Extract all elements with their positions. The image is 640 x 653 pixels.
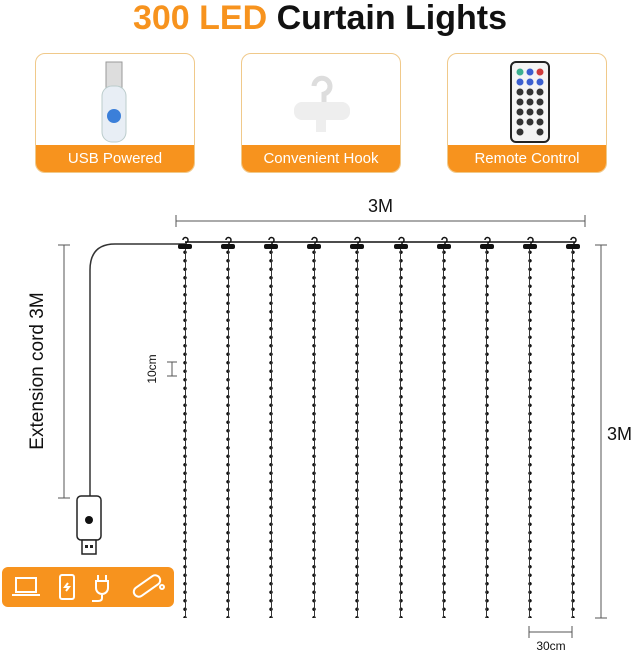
hook-icon	[294, 75, 350, 132]
feature-label: Convenient Hook	[242, 145, 400, 172]
page-title: 300 LED Curtain Lights	[132, 0, 508, 37]
power-strip-icon	[132, 574, 165, 598]
feature-card-usb: USB Powered	[35, 53, 195, 173]
usb-controller-icon	[101, 61, 127, 143]
hook-clip-icon	[349, 236, 365, 250]
hook-clip-icon	[436, 236, 452, 250]
light-strand	[226, 248, 231, 618]
light-strand	[269, 248, 274, 618]
strand-spacing-label: 30cm	[536, 639, 566, 653]
height-label: 3M	[607, 424, 633, 444]
light-strand	[355, 248, 360, 618]
bulb-spacing-label: 10cm	[145, 354, 159, 384]
remote-icon	[510, 61, 550, 143]
feature-card-hook: Convenient Hook	[241, 53, 401, 173]
light-strand	[441, 248, 446, 618]
power-bank-icon	[59, 574, 75, 600]
width-label: 3M	[367, 196, 393, 216]
light-strand	[312, 248, 317, 618]
light-strand	[570, 248, 575, 618]
hook-clip-icon	[306, 236, 322, 250]
light-strand	[183, 248, 187, 618]
laptop-icon	[12, 577, 40, 596]
hook-clip-icon	[565, 236, 581, 250]
hook-clip-icon	[479, 236, 495, 250]
feature-card-remote: Remote Control	[447, 53, 607, 173]
light-strand	[398, 248, 403, 618]
feature-label: USB Powered	[36, 145, 194, 172]
hook-clip-icon	[393, 236, 409, 250]
usb-plug-icon	[76, 495, 102, 555]
plug-adapter-icon	[92, 575, 109, 602]
compatible-devices-bar	[2, 567, 174, 607]
hook-clip-icon	[220, 236, 236, 250]
light-strand	[527, 248, 532, 618]
hook-clip-icon	[177, 236, 193, 250]
light-strand	[484, 248, 489, 618]
hook-clip-icon	[263, 236, 279, 250]
extension-cord-label: Extension cord 3M	[27, 292, 48, 450]
hook-clip-icon	[522, 236, 538, 250]
feature-label: Remote Control	[448, 145, 606, 172]
